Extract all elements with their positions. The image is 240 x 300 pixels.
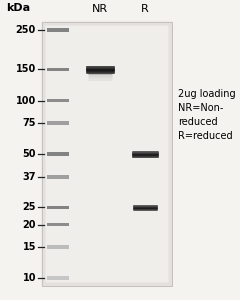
Text: 75: 75: [23, 118, 36, 128]
Text: 25: 25: [23, 202, 36, 212]
Bar: [47, 28, 69, 32]
Bar: [43, 23, 171, 285]
Text: 100: 100: [16, 96, 36, 106]
Text: 250: 250: [16, 25, 36, 35]
Text: NR: NR: [92, 4, 108, 14]
Text: 150: 150: [16, 64, 36, 74]
Bar: [47, 276, 69, 280]
Bar: [47, 152, 69, 156]
Text: 15: 15: [23, 242, 36, 252]
Bar: [47, 176, 69, 179]
Text: 10: 10: [23, 273, 36, 283]
Bar: [42, 22, 172, 286]
Text: R: R: [141, 4, 149, 14]
Bar: [47, 223, 69, 226]
Bar: [47, 121, 69, 124]
Bar: [44, 24, 170, 284]
Text: 2ug loading
NR=Non-
reduced
R=reduced: 2ug loading NR=Non- reduced R=reduced: [178, 89, 236, 141]
Text: kDa: kDa: [6, 3, 30, 13]
Bar: [42, 22, 172, 286]
Text: 20: 20: [23, 220, 36, 230]
Text: 37: 37: [23, 172, 36, 182]
Text: 50: 50: [23, 149, 36, 159]
Bar: [47, 245, 69, 248]
Bar: [47, 99, 69, 102]
Bar: [47, 68, 69, 71]
Bar: [47, 206, 69, 209]
Bar: [45, 25, 169, 283]
